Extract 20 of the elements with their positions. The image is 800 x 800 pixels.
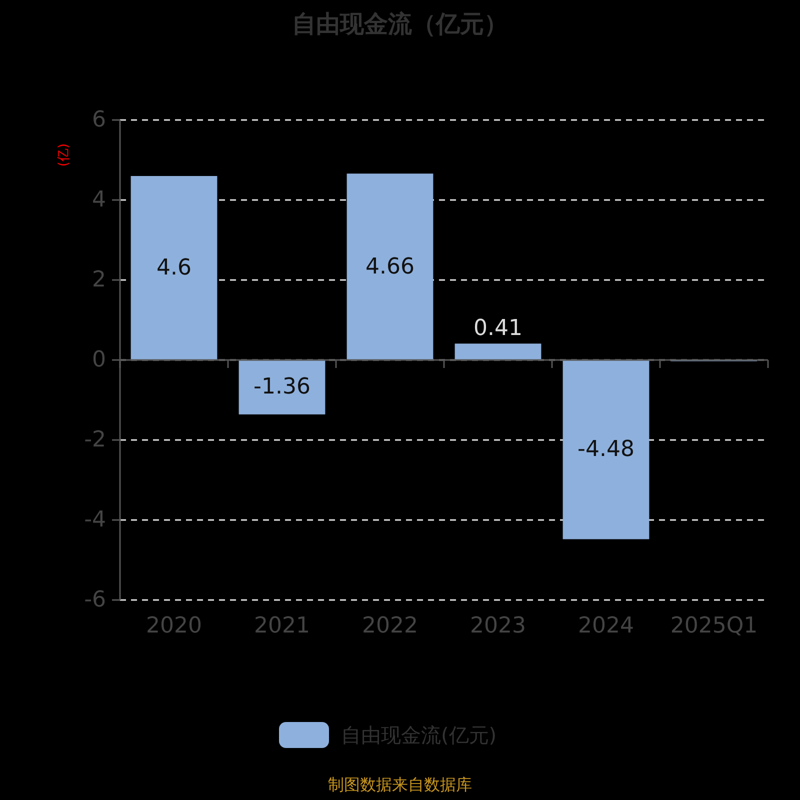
xtick: 2021 bbox=[254, 614, 310, 638]
ytick: 2 bbox=[92, 268, 106, 292]
ytick: 0 bbox=[92, 348, 106, 372]
data-label: 4.6 bbox=[156, 256, 192, 280]
ytick: -2 bbox=[84, 428, 106, 452]
data-label: 4.66 bbox=[366, 254, 414, 280]
xtick: 2023 bbox=[470, 614, 526, 638]
ytick: -4 bbox=[84, 508, 106, 532]
data-label: -1.36 bbox=[254, 374, 310, 400]
annotation: 制图数据来自数据库 bbox=[328, 775, 472, 794]
ytick: 4 bbox=[92, 188, 106, 212]
xtick: 2024 bbox=[578, 614, 634, 638]
data-label: -4.48 bbox=[578, 437, 634, 462]
data-label: 0.41 bbox=[474, 316, 522, 342]
xtick: 2020 bbox=[146, 614, 202, 638]
ylabel: (亿) bbox=[56, 143, 72, 167]
xtick: 2025Q1 bbox=[670, 614, 758, 638]
xtick: 2022 bbox=[362, 614, 418, 638]
ytick: -6 bbox=[84, 588, 106, 612]
ytick: 6 bbox=[92, 108, 106, 132]
